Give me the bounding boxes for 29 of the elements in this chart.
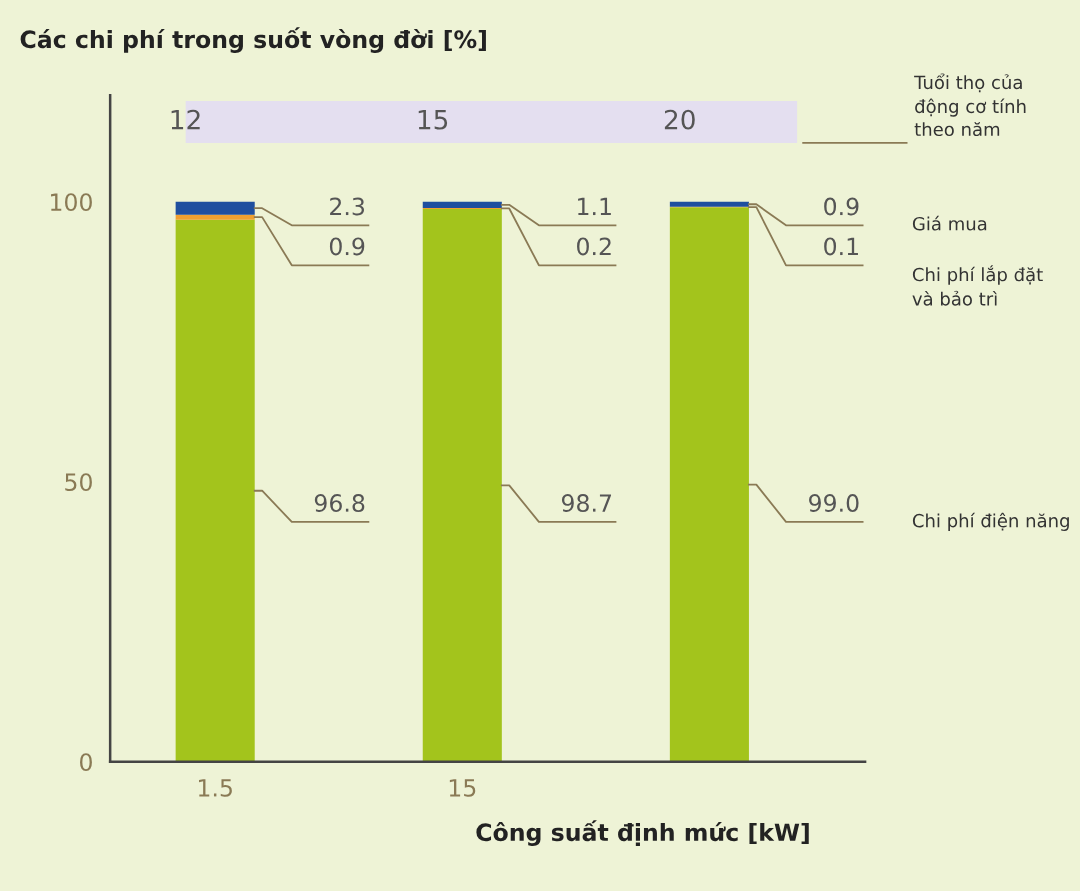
x-axis-title: Công suất định mức [kW] <box>476 820 809 846</box>
data-label: 96.8 <box>314 494 365 512</box>
annotation: 20 <box>664 109 695 130</box>
data-label: 2.3 <box>330 197 365 216</box>
bar <box>175 219 255 762</box>
annotation: 15 <box>418 109 448 130</box>
data-label: 0.9 <box>329 237 365 256</box>
text: Chi phí điện năng <box>912 512 1069 531</box>
data-label: 0.9 <box>824 197 859 216</box>
y-tick-label: 0 <box>80 753 92 772</box>
bar <box>175 201 255 215</box>
bar <box>669 201 749 207</box>
annotation: 12 <box>171 109 200 130</box>
bar <box>422 201 502 208</box>
data-label: 98.7 <box>561 494 612 512</box>
bar <box>175 214 255 220</box>
y-tick-label: 100 <box>51 193 92 212</box>
band-label: Tuổi thọ của động cơ tính theo năm <box>914 73 1026 137</box>
chart-title: Các chi phí trong suốt vòng đời [%] <box>20 27 486 53</box>
data-label: 99.0 <box>809 494 859 512</box>
bar <box>422 209 502 762</box>
data-label: 1.1 <box>578 197 611 216</box>
data-label: 0.1 <box>824 237 858 256</box>
text: Chi phí lắp đặt và bảo trì <box>912 265 1043 306</box>
data-label: 0.2 <box>577 237 611 256</box>
y-tick-label: 50 <box>65 473 92 492</box>
text: Giá mua <box>912 215 987 231</box>
bar <box>669 207 749 762</box>
x-tick-label: 1.5 <box>199 779 232 797</box>
